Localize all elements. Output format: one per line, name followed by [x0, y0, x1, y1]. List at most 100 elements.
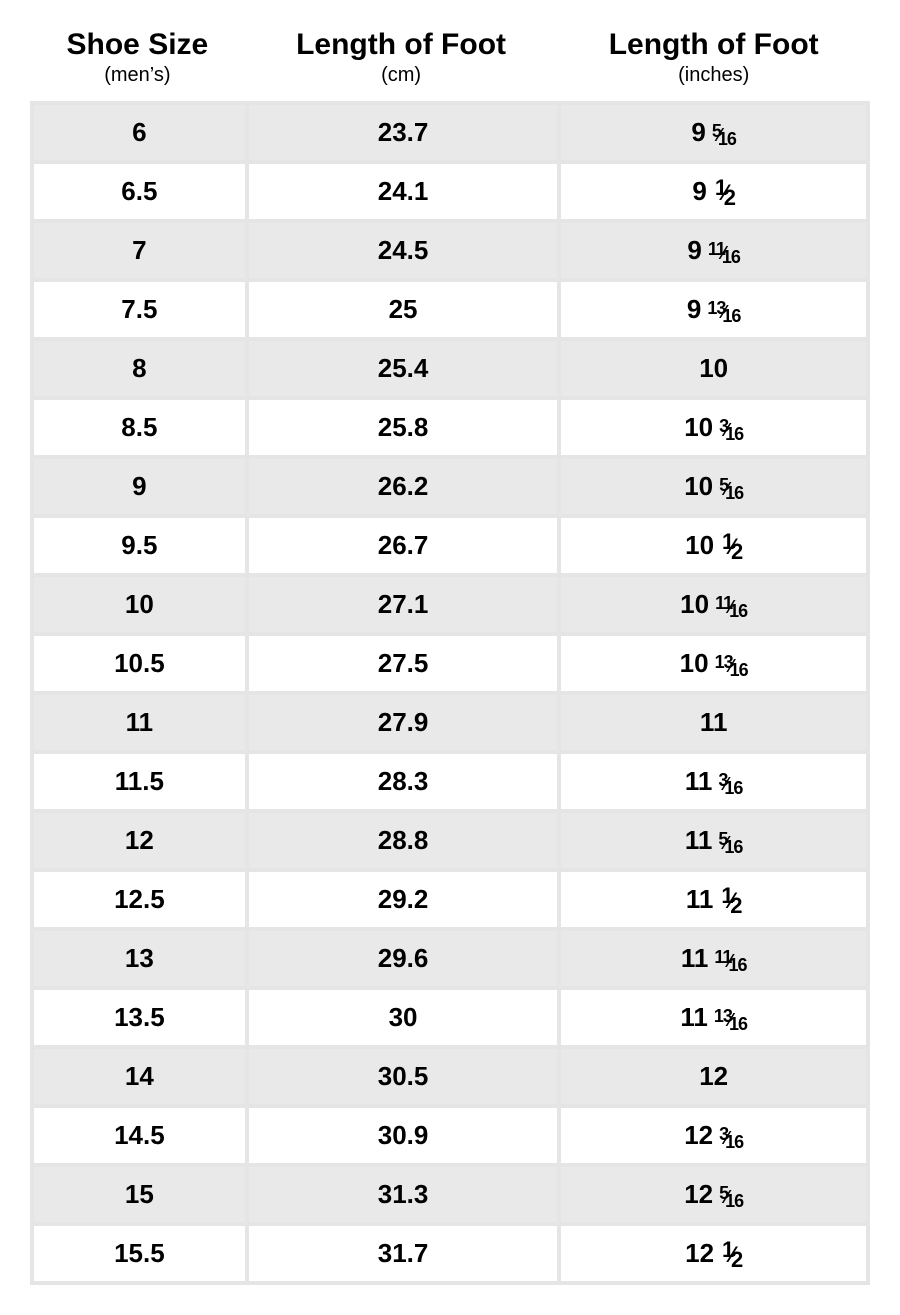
col-header-title: Length of Foot: [561, 28, 866, 61]
cell-inches: 111⁄2: [557, 868, 870, 927]
fraction-denominator: 16: [725, 424, 743, 444]
table-row: 11.528.3 113⁄16: [30, 750, 870, 809]
cell-cm: 28.8: [245, 809, 558, 868]
cell-cm: 23.7: [245, 101, 558, 160]
cell-cm: 26.2: [245, 455, 558, 514]
cell-cm: 31.7: [245, 1222, 558, 1285]
col-header-cm: Length of Foot (cm): [245, 20, 558, 101]
col-header-inches: Length of Foot (inches): [557, 20, 870, 101]
cell-size: 11: [30, 691, 245, 750]
fraction-whole: 9: [692, 176, 706, 206]
cell-inches: 113⁄16: [557, 750, 870, 809]
cell-inches: 911⁄16: [557, 219, 870, 278]
table-row: 6.524.191⁄2: [30, 160, 870, 219]
inches-fraction: 913⁄16: [687, 294, 741, 324]
cell-size: 14.5: [30, 1104, 245, 1163]
fraction-denominator: 16: [725, 483, 743, 503]
cell-inches: 913⁄16: [557, 278, 870, 337]
fraction-whole: 11: [685, 766, 713, 796]
cell-cm: 25: [245, 278, 558, 337]
table-row: 14.530.9123⁄16: [30, 1104, 870, 1163]
table-row: 1127.911: [30, 691, 870, 750]
table-row: 1228.8115⁄16: [30, 809, 870, 868]
inches-fraction: 115⁄16: [685, 825, 743, 855]
inches-fraction: 91⁄2: [692, 176, 735, 206]
inches-fraction: 103⁄16: [684, 412, 743, 442]
inches-fraction: 105⁄16: [684, 471, 743, 501]
fraction-denominator: 2: [731, 539, 742, 564]
fraction-denominator: 16: [729, 1014, 747, 1034]
fraction-whole: 11: [686, 884, 714, 914]
cell-cm: 27.1: [245, 573, 558, 632]
inches-fraction: 113⁄16: [685, 766, 743, 796]
fraction-denominator: 2: [724, 185, 735, 210]
fraction-whole: 11: [680, 1002, 708, 1032]
cell-size: 8.5: [30, 396, 245, 455]
table-row: 623.795⁄16: [30, 101, 870, 160]
fraction-denominator: 2: [731, 1247, 742, 1272]
inches-fraction: 911⁄16: [687, 235, 740, 265]
fraction-denominator: 2: [730, 893, 741, 918]
col-header-title: Shoe Size: [34, 28, 241, 61]
table-row: 15.531.7121⁄2: [30, 1222, 870, 1285]
cell-inches: 105⁄16: [557, 455, 870, 514]
inches-fraction: 95⁄16: [691, 117, 736, 147]
table-row: 10.527.51013⁄16: [30, 632, 870, 691]
fraction-denominator: 16: [722, 306, 740, 326]
cell-size: 9: [30, 455, 245, 514]
fraction-whole: 11: [681, 943, 709, 973]
cell-inches: 103⁄16: [557, 396, 870, 455]
cell-size: 13: [30, 927, 245, 986]
cell-cm: 30: [245, 986, 558, 1045]
inches-fraction: 121⁄2: [685, 1238, 742, 1268]
col-header-subtitle: (men’s): [34, 63, 241, 87]
fraction-denominator: 16: [728, 955, 746, 975]
fraction-denominator: 16: [722, 247, 740, 267]
fraction-denominator: 16: [725, 1191, 743, 1211]
cell-inches: 125⁄16: [557, 1163, 870, 1222]
cell-cm: 25.4: [245, 337, 558, 396]
table-header: Shoe Size (men’s) Length of Foot (cm) Le…: [30, 20, 870, 101]
cell-cm: 30.5: [245, 1045, 558, 1104]
inches-fraction: 1011⁄16: [680, 589, 747, 619]
cell-inches: 121⁄2: [557, 1222, 870, 1285]
table-row: 8.525.8103⁄16: [30, 396, 870, 455]
cell-size: 6.5: [30, 160, 245, 219]
fraction-whole: 10: [685, 530, 714, 560]
fraction-whole: 9: [691, 117, 705, 147]
cell-size: 14: [30, 1045, 245, 1104]
table-body: 623.795⁄166.524.191⁄2724.5911⁄167.525913…: [30, 101, 870, 1285]
cell-cm: 27.9: [245, 691, 558, 750]
inches-fraction: 125⁄16: [684, 1179, 743, 1209]
cell-inches: 1113⁄16: [557, 986, 870, 1045]
cell-size: 13.5: [30, 986, 245, 1045]
table-row: 13.5301113⁄16: [30, 986, 870, 1045]
table-row: 1430.512: [30, 1045, 870, 1104]
cell-inches: 1111⁄16: [557, 927, 870, 986]
cell-size: 11.5: [30, 750, 245, 809]
fraction-whole: 10: [680, 648, 709, 678]
fraction-denominator: 16: [724, 778, 742, 798]
table-row: 724.5 911⁄16: [30, 219, 870, 278]
fraction-whole: 11: [685, 825, 713, 855]
table-row: 1027.11011⁄16: [30, 573, 870, 632]
fraction-whole: 9: [687, 235, 701, 265]
col-header-subtitle: (cm): [249, 63, 554, 87]
fraction-whole: 9: [687, 294, 701, 324]
col-header-size: Shoe Size (men’s): [30, 20, 245, 101]
cell-inches: 101⁄2: [557, 514, 870, 573]
inches-fraction: 1111⁄16: [681, 943, 747, 973]
fraction-whole: 12: [685, 1238, 714, 1268]
cell-size: 7: [30, 219, 245, 278]
table-row: 9.526.7101⁄2: [30, 514, 870, 573]
fraction-denominator: 16: [729, 601, 747, 621]
fraction-whole: 10: [684, 471, 713, 501]
cell-inches: 115⁄16: [557, 809, 870, 868]
cell-size: 8: [30, 337, 245, 396]
table-row: 926.2 105⁄16: [30, 455, 870, 514]
cell-cm: 24.5: [245, 219, 558, 278]
cell-inches: 11: [557, 691, 870, 750]
cell-cm: 28.3: [245, 750, 558, 809]
cell-cm: 30.9: [245, 1104, 558, 1163]
cell-size: 10.5: [30, 632, 245, 691]
